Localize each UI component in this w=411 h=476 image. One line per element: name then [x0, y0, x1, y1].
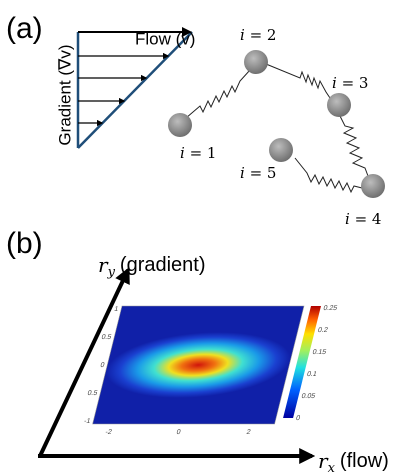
y-axis-arrow [38, 267, 130, 457]
panel-label: (b) [6, 227, 43, 260]
x-axis-label: rx (flow) [318, 449, 389, 476]
springs [185, 63, 369, 194]
bead-label: i = 3 [332, 74, 368, 92]
y-tick-label: 1 [113, 305, 119, 313]
y-tick-label: 0.5 [87, 389, 99, 397]
colorbar-tick-label: 0 [295, 414, 301, 422]
heatmap-panel: 1 0.5 0 0.5 -1 -2 0 2 0.25 0.2 0.15 0.1 0.05 0 [83, 304, 339, 436]
bead-label: i = 1 [180, 144, 216, 162]
x-tick-label: 2 [246, 428, 252, 436]
y-tick-label: -1 [83, 417, 91, 425]
colorbar-tick-label: 0.15 [312, 348, 328, 356]
x-tick-label: 0 [176, 428, 182, 436]
bead-label: i = 4 [345, 210, 381, 228]
gradient-label: Gradient (∇v) [55, 44, 74, 145]
shear-triangle [76, 27, 193, 149]
colorbar [283, 306, 321, 418]
colorbar-tick-label: 0.05 [301, 392, 317, 400]
x-tick-label: -2 [105, 428, 113, 436]
beads [168, 50, 385, 198]
y-axis-label: ry (gradient) [98, 253, 206, 280]
y-tick-label: 0.5 [101, 333, 113, 341]
heatmap [92, 306, 304, 424]
panel-label: (a) [6, 12, 43, 45]
colorbar-tick-label: 0.25 [323, 304, 339, 312]
bead-label: i = 5 [240, 164, 276, 182]
colorbar-tick-label: 0.2 [317, 326, 329, 334]
flow-label: Flow (v) [135, 29, 195, 48]
colorbar-tick-label: 0.1 [306, 370, 318, 378]
bead-label: i = 2 [240, 26, 276, 44]
y-tick-label: 0 [99, 361, 105, 369]
